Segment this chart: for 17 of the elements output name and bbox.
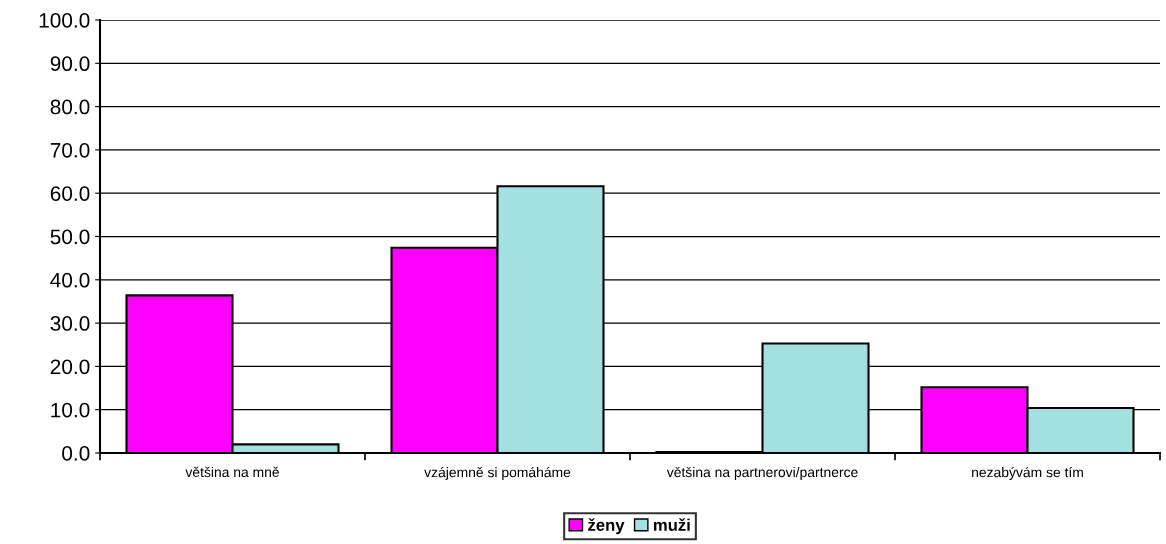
y-tick-label: 60.0 [50,186,90,201]
x-tick-label: většina na mně [185,466,279,478]
legend-label: muži [653,518,690,531]
legend-label: ženy [588,518,625,535]
y-tick-label: 40.0 [50,272,90,288]
y-tick-label: 20.0 [50,359,90,375]
x-tick-label: nezabývám se tím [972,466,1083,480]
y-tick-label: 80.0 [50,99,90,115]
y-tick-label: 50.0 [50,229,90,245]
y-tick-label: 100.0 [39,13,90,28]
y-tick-label: 0.0 [62,446,90,461]
y-tick-label: 10.0 [51,402,90,418]
y-tick-label: 70.0 [50,142,90,158]
y-tick-label: 90.0 [50,56,90,72]
y-tick-label: 30.0 [50,316,90,331]
x-tick-label: vzájemně si pomáháme [424,466,571,480]
x-tick-label: většina na partnerovi/partnerce [666,466,858,480]
